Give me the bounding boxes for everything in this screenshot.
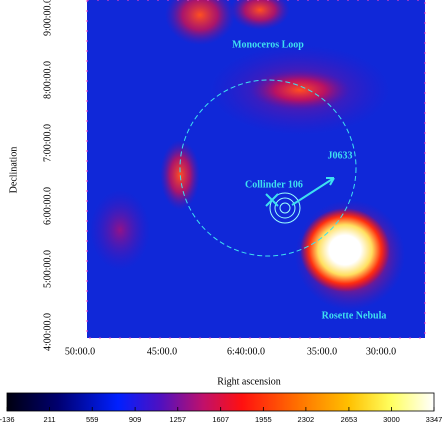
colorbar-tick-label: 1257: [169, 415, 186, 424]
y-tick-label: 4:00:00.0: [42, 313, 53, 351]
x-tick-label: 45:00.0: [147, 346, 177, 357]
colorbar-tick-label: 1955: [255, 415, 272, 424]
y-tick-label: 8:00:00.0: [42, 61, 53, 99]
y-tick-label: 6:00:00.0: [42, 187, 53, 225]
x-tick-label: 30:00.0: [366, 346, 396, 357]
y-tick-label: 7:00:00.0: [42, 124, 53, 162]
x-axis-label: Right ascension: [217, 376, 281, 387]
colorbar-tick-label: 559: [86, 415, 99, 424]
colorbar-tick-label: 2653: [341, 415, 358, 424]
x-tick-label: 35:00.0: [307, 346, 337, 357]
annotation: J0633: [328, 150, 353, 161]
annotation: Monoceros Loop: [232, 39, 304, 50]
colorbar-tick-label: 2302: [298, 415, 315, 424]
x-tick-label: 50:00.0: [65, 346, 95, 357]
y-tick-label: 5:00:00.0: [42, 250, 53, 288]
colorbar-tick-label: 1607: [212, 415, 229, 424]
y-axis-label: Declination: [8, 147, 19, 194]
annotation: Collinder 106: [245, 179, 303, 190]
colorbar-tick-label: 211: [44, 415, 56, 424]
colorbar-tick-label: 3347: [426, 415, 443, 424]
sky-image: [87, 0, 425, 338]
y-tick-label: 9:00:00.0: [42, 0, 53, 36]
colorbar-tick-label: 3000: [383, 415, 400, 424]
colorbar-tick-label: 909: [129, 415, 142, 424]
annotation: Rosette Nebula: [322, 310, 387, 321]
x-tick-label: 6:40:00.0: [227, 346, 265, 357]
colorbar-tick-label: -136: [0, 415, 15, 424]
